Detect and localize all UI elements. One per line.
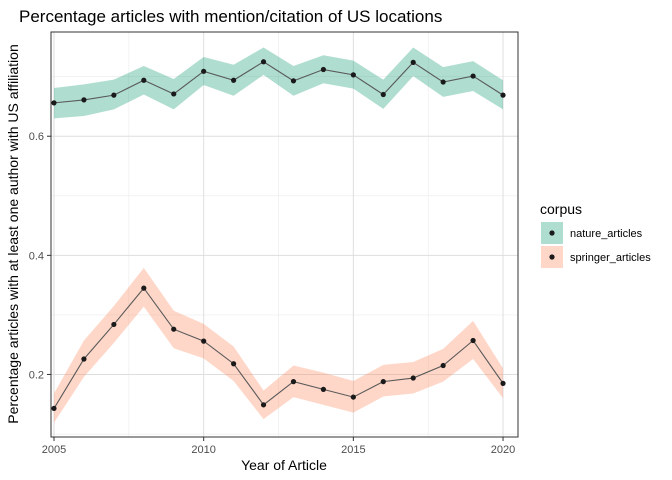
y-axis-title: Percentage articles with at least one au… [5, 44, 21, 424]
y-tick-label: 0.4 [29, 250, 44, 262]
data-point-nature_articles [290, 78, 297, 84]
chart-title: Percentage articles with mention/citatio… [19, 7, 442, 26]
legend-label-nature_articles: nature_articles [570, 228, 643, 240]
data-point-springer_articles [410, 375, 416, 381]
grid-major [51, 32, 518, 437]
data-point-springer_articles [380, 379, 386, 385]
data-point-springer_articles [350, 394, 356, 400]
data-point-springer_articles [500, 380, 506, 386]
data-point-springer_articles [81, 356, 87, 362]
data-point-springer_articles [260, 402, 267, 408]
confidence-bands [53, 47, 504, 423]
legend-key-point-nature_articles [549, 230, 555, 236]
x-tick-label: 2020 [491, 444, 515, 456]
data-point-nature_articles [201, 68, 207, 74]
x-tick-label: 2005 [42, 444, 66, 456]
plot-panel-border [50, 31, 519, 438]
data-point-nature_articles [410, 59, 416, 65]
data-point-springer_articles [231, 361, 237, 367]
grid-minor [51, 32, 518, 437]
data-point-springer_articles [290, 379, 297, 385]
y-axis: 0.2 0.4 0.6 [29, 131, 51, 381]
data-point-springer_articles [111, 321, 117, 328]
confidence-band-nature_articles [53, 47, 504, 119]
data-point-springer_articles [440, 362, 446, 369]
confidence-band-springer_articles [53, 267, 504, 423]
data-point-nature_articles [81, 97, 87, 103]
legend: corpus nature_articles springer_articles [540, 201, 651, 268]
series-line-springer_articles [53, 287, 504, 409]
x-tick-label: 2010 [191, 444, 215, 456]
series-lines [53, 61, 504, 409]
data-point-nature_articles [231, 77, 237, 83]
data-point-nature_articles [500, 92, 506, 98]
data-point-springer_articles [470, 337, 476, 344]
data-point-springer_articles [201, 338, 207, 344]
series-line-nature_articles [53, 61, 504, 104]
legend-label-springer_articles: springer_articles [570, 252, 651, 264]
series-points [51, 59, 506, 412]
data-point-nature_articles [111, 92, 117, 98]
data-point-springer_articles [171, 326, 177, 332]
data-point-nature_articles [440, 79, 446, 85]
x-tick-label: 2015 [341, 444, 365, 456]
x-axis-title: Year of Article [241, 457, 327, 473]
data-point-springer_articles [141, 285, 147, 291]
data-point-springer_articles [51, 405, 57, 412]
data-point-nature_articles [141, 77, 147, 83]
data-point-nature_articles [171, 91, 177, 97]
y-tick-label: 0.6 [29, 131, 44, 143]
legend-key-point-springer_articles [549, 254, 555, 260]
legend-title: corpus [540, 201, 582, 217]
data-point-nature_articles [350, 72, 356, 78]
data-point-nature_articles [320, 66, 327, 73]
data-point-nature_articles [260, 59, 267, 65]
data-point-nature_articles [51, 100, 57, 106]
x-axis: 2005 2010 2015 2020 [42, 437, 515, 456]
data-point-nature_articles [380, 91, 386, 98]
y-tick-label: 0.2 [29, 369, 44, 381]
data-point-nature_articles [470, 73, 476, 79]
data-point-springer_articles [320, 386, 327, 392]
